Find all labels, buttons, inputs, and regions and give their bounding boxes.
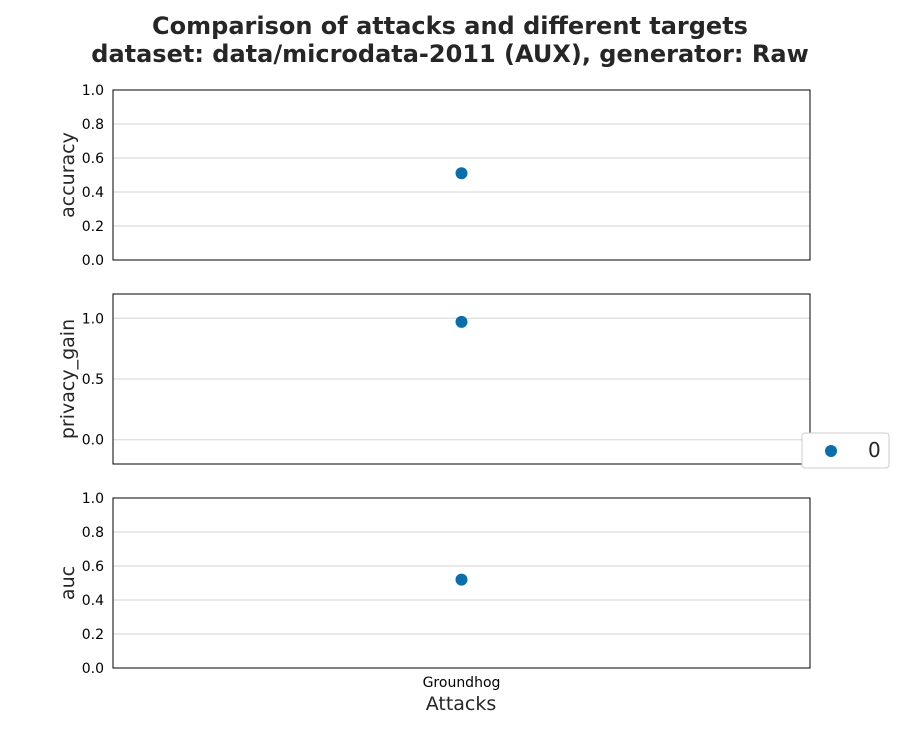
y-tick-label: 0.4 <box>82 185 104 201</box>
y-axis-label: privacy_gain <box>57 319 79 439</box>
legend-label: 0 <box>868 438 881 462</box>
y-tick-label: 0.2 <box>82 219 104 235</box>
y-tick-label: 0.0 <box>82 433 104 449</box>
panel-accuracy: 0.0 0.2 0.4 0.6 0.8 1.0 accuracy <box>57 83 811 269</box>
legend-marker <box>825 445 837 457</box>
y-tick-label: 0.0 <box>82 661 104 677</box>
y-tick-label: 0.6 <box>82 151 104 167</box>
legend-box <box>801 432 890 469</box>
data-point <box>455 315 468 328</box>
y-tick-label: 0.8 <box>82 117 104 133</box>
y-axis-label: auc <box>57 566 79 600</box>
y-tick-label: 1.0 <box>82 491 104 507</box>
data-point <box>455 573 468 586</box>
y-tick-label: 0.5 <box>82 372 104 388</box>
y-tick-label: 0.8 <box>82 525 104 541</box>
y-tick-label: 0.6 <box>82 559 104 575</box>
plot-frame <box>112 497 811 669</box>
y-tick-label: 0.0 <box>82 253 104 269</box>
y-tick-label: 0.4 <box>82 593 104 609</box>
x-axis-label: Attacks <box>426 693 497 715</box>
panels: 0.00.20.40.60.81.0accuracy0.00.51.0priva… <box>57 83 811 691</box>
panel-auc: 0.0 0.2 0.4 0.6 0.8 1.0 auc Groundhog <box>57 491 811 691</box>
y-tick-label: 0.2 <box>82 627 104 643</box>
chart-title-line-1: Comparison of attacks and different targ… <box>152 12 748 40</box>
plot-frame <box>112 293 811 465</box>
plot-frame <box>112 89 811 261</box>
x-tick-label: Groundhog <box>423 675 501 691</box>
data-point <box>455 167 468 180</box>
y-axis-label: accuracy <box>57 132 79 218</box>
y-tick-label: 1.0 <box>82 311 104 327</box>
legend: 0 <box>801 432 890 469</box>
chart-title-line-2: dataset: data/microdata-2011 (AUX), gene… <box>91 40 808 68</box>
y-tick-label: 1.0 <box>82 83 104 99</box>
